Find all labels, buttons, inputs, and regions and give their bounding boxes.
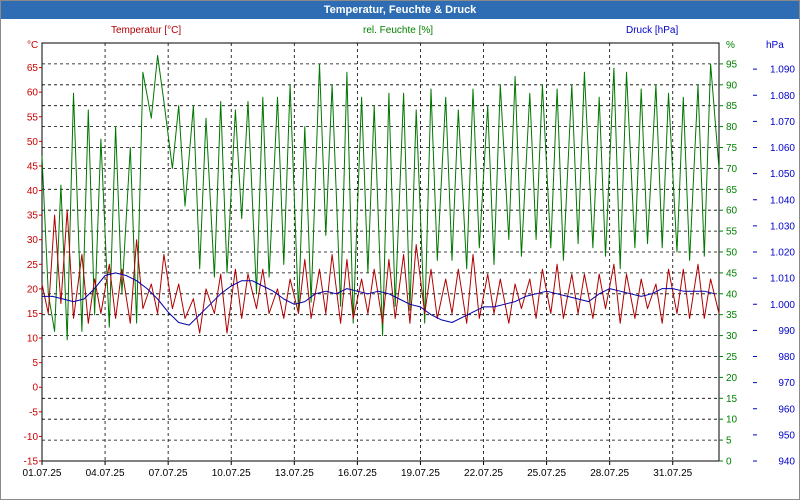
right-axis-label: 1.040 xyxy=(770,195,795,206)
x-tick-label: 22.07.25 xyxy=(464,468,503,479)
left-axis-label: 20 xyxy=(27,284,39,295)
left-axis-label: 10 xyxy=(27,334,39,345)
x-tick-label: 13.07.25 xyxy=(275,468,314,479)
left-axis-label: 0 xyxy=(32,383,38,394)
left-axis-label: 65 xyxy=(27,63,39,74)
left-axis-label: -10 xyxy=(24,432,39,443)
right-axis-label: 1.030 xyxy=(770,221,795,232)
middle-axis-label: 90 xyxy=(726,80,738,91)
right-axis-label: 1.090 xyxy=(770,65,795,76)
humidity-series-line xyxy=(41,55,720,341)
left-axis-label: 50 xyxy=(27,137,39,148)
left-axis-label: 45 xyxy=(27,161,39,172)
left-axis-unit: °C xyxy=(27,40,39,51)
right-axis-label: 1.010 xyxy=(770,274,795,285)
x-tick-label: 31.07.25 xyxy=(653,468,692,479)
left-axis-label: -15 xyxy=(24,457,39,468)
right-axis-label: 1.020 xyxy=(770,248,795,259)
pressure-series-line xyxy=(42,272,715,326)
middle-axis-label: 20 xyxy=(726,373,738,384)
right-axis-label: 1.000 xyxy=(770,300,795,311)
left-axis-label: 55 xyxy=(27,112,39,123)
middle-axis-label: 40 xyxy=(726,289,738,300)
left-axis-label: 5 xyxy=(32,358,38,369)
middle-axis-label: 5 xyxy=(726,436,732,447)
chart-plot: 01.07.25 04.07.25 07.07.25 10.07.25 13.07.25… xyxy=(23,42,795,479)
x-tick-label: 16.07.25 xyxy=(338,468,377,479)
middle-axis-label: 50 xyxy=(726,248,738,259)
middle-axis-label: 65 xyxy=(726,185,738,196)
x-tick-label: 25.07.25 xyxy=(527,468,566,479)
window-title: Temperatur, Feuchte & Druck xyxy=(1,1,799,19)
left-axis-label: -5 xyxy=(29,407,38,418)
middle-axis-label: 15 xyxy=(726,394,738,405)
pressure-series-label: Druck [hPa] xyxy=(626,25,679,36)
middle-axis-label: 75 xyxy=(726,143,738,154)
x-tick-label: 04.07.25 xyxy=(86,468,125,479)
temperature-series-line xyxy=(41,209,720,334)
left-axis-label: 60 xyxy=(27,88,39,99)
middle-axis-label: 80 xyxy=(726,122,738,133)
middle-axis-label: 95 xyxy=(726,59,738,70)
x-tick-label: 28.07.25 xyxy=(590,468,629,479)
middle-axis-label: 30 xyxy=(726,331,738,342)
left-axis-label: 25 xyxy=(27,260,39,271)
middle-axis-label: 85 xyxy=(726,101,738,112)
x-tick-label: 19.07.25 xyxy=(401,468,440,479)
right-axis-label: 1.050 xyxy=(770,169,795,180)
left-axis-label: 40 xyxy=(27,186,39,197)
left-axis-label: 35 xyxy=(27,211,39,222)
x-tick-label: 10.07.25 xyxy=(212,468,251,479)
x-tick-label: 07.07.25 xyxy=(149,468,188,479)
right-axis-unit: hPa xyxy=(766,40,784,51)
middle-axis-label: 70 xyxy=(726,164,738,175)
middle-axis-label: 45 xyxy=(726,268,738,279)
right-axis-label: 980 xyxy=(778,352,795,363)
middle-axis-label: 10 xyxy=(726,415,738,426)
right-axis-label: 1.070 xyxy=(770,117,795,128)
middle-axis-label: 55 xyxy=(726,227,738,238)
middle-axis-label: 0 xyxy=(726,457,732,468)
left-axis-label: 15 xyxy=(27,309,39,320)
middle-axis-unit: % xyxy=(726,40,735,51)
right-axis-label: 990 xyxy=(778,326,795,337)
right-axis-label: 1.080 xyxy=(770,91,795,102)
middle-axis-label: 25 xyxy=(726,352,738,363)
middle-axis-label: 35 xyxy=(726,310,738,321)
right-axis-label: 950 xyxy=(778,430,795,441)
right-axis-label: 970 xyxy=(778,378,795,389)
temperature-series-label: Temperatur [°C] xyxy=(111,25,182,36)
x-tick-label: 01.07.25 xyxy=(23,468,62,479)
right-axis-label: 960 xyxy=(778,404,795,415)
right-axis-label: 940 xyxy=(778,457,795,468)
humidity-series-label: rel. Feuchte [%] xyxy=(363,25,434,36)
middle-axis-label: 60 xyxy=(726,206,738,217)
left-axis-label: 30 xyxy=(27,235,39,246)
right-axis-label: 1.060 xyxy=(770,143,795,154)
